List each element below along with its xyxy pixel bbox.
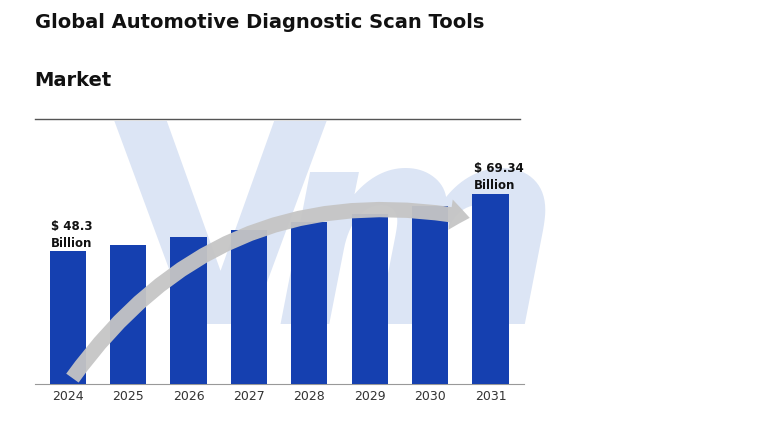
Bar xyxy=(412,206,449,384)
Text: V: V xyxy=(113,112,328,382)
Text: RESEARCH: RESEARCH xyxy=(654,53,717,63)
Text: CAGR from
2024 to 2031: CAGR from 2024 to 2031 xyxy=(605,240,694,272)
Bar xyxy=(110,245,146,384)
Bar xyxy=(170,238,207,384)
Text: Market: Market xyxy=(35,71,112,90)
Bar xyxy=(231,230,267,384)
Bar xyxy=(50,251,86,384)
Text: 5.10 %: 5.10 % xyxy=(594,187,705,215)
Text: Global Automotive Diagnostic Scan Tools: Global Automotive Diagnostic Scan Tools xyxy=(35,13,484,32)
Bar xyxy=(291,222,327,384)
Bar xyxy=(352,214,388,384)
Text: VMr: VMr xyxy=(562,20,638,53)
Text: MARKET: MARKET xyxy=(654,37,703,47)
Text: Source:
www.verifiedmarketresearch.com: Source: www.verifiedmarketresearch.com xyxy=(548,375,711,400)
Text: VERIFIED: VERIFIED xyxy=(654,19,708,29)
Text: m: m xyxy=(271,112,561,382)
Text: $ 48.3
Billion: $ 48.3 Billion xyxy=(51,220,92,250)
FancyArrowPatch shape xyxy=(66,200,470,383)
Bar xyxy=(472,194,508,384)
Text: ®: ® xyxy=(743,18,750,27)
Text: $ 69.34
Billion: $ 69.34 Billion xyxy=(474,162,524,192)
